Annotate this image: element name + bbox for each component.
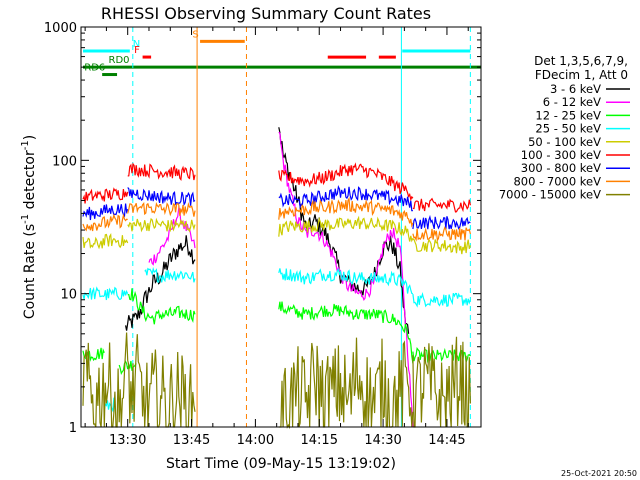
series-100-300-kev-segment-1	[127, 162, 196, 182]
series-100-300-kev-segment-0	[82, 187, 129, 204]
series-25-50-kev-segment-2	[144, 266, 196, 283]
flag-s: S	[192, 29, 245, 43]
series-3-6-kev-segment-1	[125, 235, 196, 331]
series-12-25-kev-segment-2	[127, 288, 196, 325]
series-25-50-kev-segment-4	[412, 292, 471, 308]
y-tick-label-1: 1	[69, 421, 77, 436]
flags-layer: NF S RD0 RD6	[83, 29, 481, 77]
series-50-100-kev	[82, 215, 471, 255]
flag-f-label: F	[134, 45, 140, 56]
series-7000-15000-kev-segment-2	[412, 336, 471, 428]
series-100-300-kev-segment-3	[412, 197, 471, 213]
series-300-800-kev-segment-3	[412, 214, 471, 230]
flag-rd0: RD0	[83, 55, 481, 69]
series-25-50-kev-segment-1	[103, 397, 116, 413]
legend-label-12-25-kev: 12 - 25 keV	[535, 108, 601, 122]
series-300-800-kev	[82, 184, 471, 230]
series-25-50-kev-segment-0	[82, 286, 129, 301]
x-tick-label-14-30: 14:30	[364, 433, 401, 448]
timestamp: 25-Oct-2021 20:50	[561, 469, 637, 478]
x-tick-label-14-45: 14:45	[428, 433, 465, 448]
x-tick-label-13-30: 13:30	[109, 433, 146, 448]
series-25-50-kev-segment-3	[278, 268, 414, 295]
legend-entry-100-300-kev: 100 - 300 keV	[521, 148, 630, 162]
y-axis-label-main: Count Rate (s	[22, 224, 38, 319]
flag-rd6-label: RD6	[84, 63, 105, 74]
series-25-50-kev	[82, 266, 471, 413]
series-50-100-kev-segment-3	[412, 238, 471, 255]
y-axis-label-exp1: -1	[20, 214, 31, 224]
legend-label-6-12-kev: 6 - 12 keV	[543, 95, 601, 109]
flag-f: F	[134, 45, 396, 59]
legend-entry-50-100-kev: 50 - 100 keV	[528, 135, 630, 149]
legend-entry-3-6-kev: 3 - 6 keV	[550, 82, 630, 96]
series-800-7000-kev-segment-0	[82, 213, 128, 232]
flag-n: N	[83, 39, 471, 53]
x-tick-label-13-45: 13:45	[173, 433, 210, 448]
chart-title: RHESSI Observing Summary Count Rates	[101, 4, 431, 23]
series-800-7000-kev-segment-3	[412, 226, 471, 242]
legend-entry-800-7000-kev: 800 - 7000 keV	[513, 174, 630, 188]
legend-label-300-800-kev: 300 - 800 keV	[521, 161, 601, 175]
legend-entry-7000-15000-kev: 7000 - 15000 keV	[499, 188, 630, 202]
legend-entry-25-50-kev: 25 - 50 keV	[535, 122, 630, 136]
series-7000-15000-kev-segment-0	[82, 332, 196, 428]
y-axis-label-end: )	[22, 135, 38, 140]
series-100-300-kev	[82, 162, 471, 213]
flag-n-label: N	[133, 39, 140, 50]
series-800-7000-kev	[82, 196, 471, 242]
x-axis-label: Start Time (09-May-15 13:19:02)	[166, 456, 396, 472]
legend-entry-12-25-kev: 12 - 25 keV	[535, 108, 630, 122]
series-100-300-kev-segment-2	[278, 162, 414, 202]
series-50-100-kev-segment-2	[278, 215, 414, 243]
series-800-7000-kev-segment-1	[127, 201, 196, 217]
legend-entry-300-800-kev: 300 - 800 keV	[521, 161, 630, 175]
legend-header-line-2: FDecim 1, Att 0	[535, 68, 628, 82]
y-axis-label-mid: detector	[22, 150, 38, 214]
y-tick-label-1000: 1000	[44, 21, 77, 36]
y-tick-label-10: 10	[60, 288, 77, 303]
series-layer	[82, 127, 471, 430]
series-300-800-kev-segment-0	[82, 203, 129, 221]
y-axis-label: Count Rate (s-1 detector-1)	[20, 135, 38, 319]
flag-rd6: RD6	[84, 63, 118, 77]
y-tick-label-100: 100	[52, 154, 77, 169]
axes-layer: 13:30 13:45 14:00 14:15 14:30 14:45 1 10 100 1000	[44, 21, 481, 448]
legend-label-7000-15000-kev: 7000 - 15000 keV	[499, 188, 601, 202]
plot-frame	[80, 26, 482, 428]
legend-label-100-300-kev: 100 - 300 keV	[521, 148, 601, 162]
legend-label-25-50-kev: 25 - 50 keV	[535, 122, 601, 136]
legend-label-50-100-kev: 50 - 100 keV	[528, 135, 601, 149]
series-800-7000-kev-segment-2	[278, 196, 414, 228]
legend-label-800-7000-kev: 800 - 7000 keV	[513, 174, 601, 188]
x-tick-label-14-00: 14:00	[237, 433, 274, 448]
series-12-25-kev-segment-3	[278, 301, 414, 364]
series-300-800-kev-segment-1	[127, 187, 196, 207]
series-300-800-kev-segment-2	[278, 184, 413, 212]
legend-header-line-1: Det 1,3,5,6,7,9,	[534, 54, 628, 68]
legend: Det 1,3,5,6,7,9, FDecim 1, Att 0 3 - 6 k…	[499, 54, 630, 202]
y-axis-label-exp2: -1	[20, 140, 31, 150]
series-50-100-kev-segment-1	[127, 217, 196, 233]
x-tick-label-14-15: 14:15	[301, 433, 338, 448]
series-50-100-kev-segment-0	[82, 233, 129, 250]
legend-entry-6-12-kev: 6 - 12 keV	[543, 95, 630, 109]
legend-label-3-6-kev: 3 - 6 keV	[550, 82, 601, 96]
flag-s-label: S	[192, 29, 198, 40]
flag-rd0-label: RD0	[109, 55, 130, 66]
